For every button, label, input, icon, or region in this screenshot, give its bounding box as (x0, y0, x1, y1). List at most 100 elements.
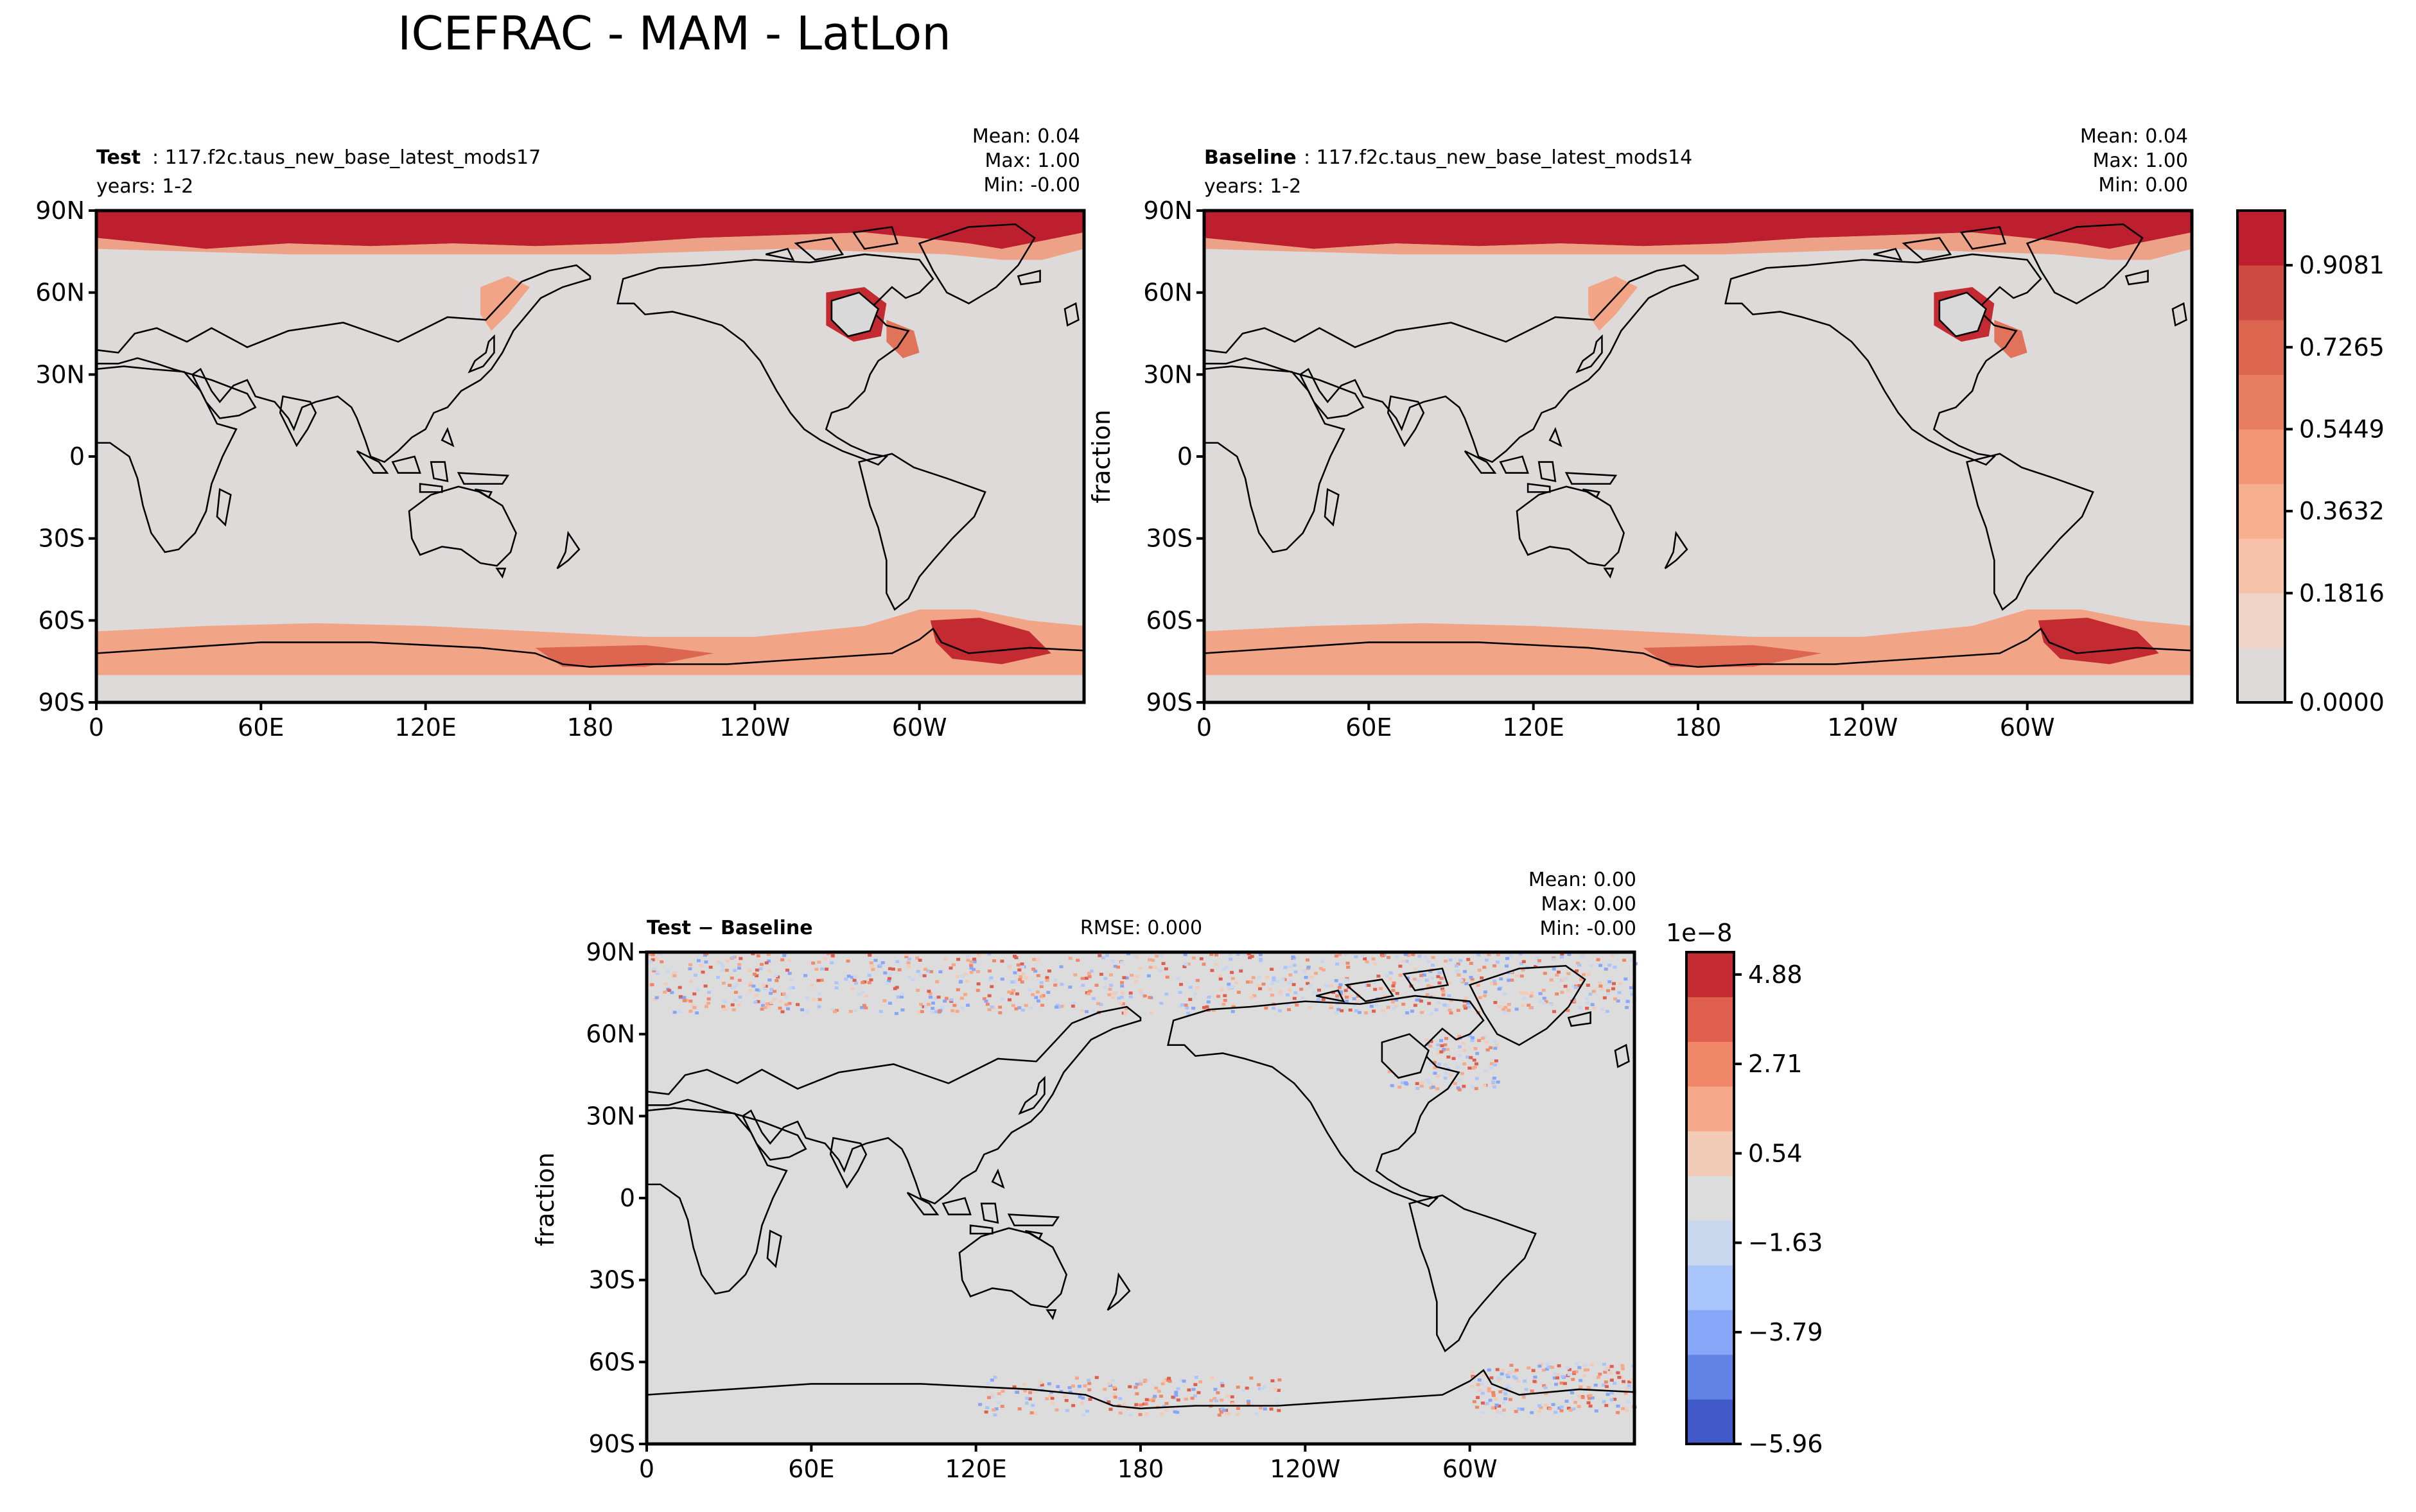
diff-speckle (904, 955, 909, 959)
diff-speckle (1550, 1366, 1555, 1369)
diff-speckle (1234, 981, 1239, 985)
diff-speckle (1040, 1383, 1044, 1387)
diff-speckle (1112, 1386, 1116, 1389)
lon-tick-label: 120E (1502, 713, 1564, 742)
diff-speckle (1176, 1398, 1180, 1402)
diff-speckle (1457, 1078, 1462, 1082)
panel-diff-stat-max: Max: 0.00 (1541, 893, 1636, 916)
diff-speckle (1372, 980, 1376, 984)
colorbar-swatch (2237, 593, 2285, 648)
diff-speckle (1247, 1402, 1251, 1405)
diff-speckle (672, 974, 677, 978)
diff-speckle (703, 984, 708, 988)
diff-speckle (692, 992, 697, 996)
diff-speckle (1401, 1002, 1406, 1006)
arctic-ice-baseline (1204, 211, 2192, 249)
diff-speckle (1374, 1003, 1379, 1007)
diff-speckle (1593, 1384, 1598, 1387)
diff-speckle (654, 957, 659, 960)
diff-speckle (660, 960, 664, 964)
diff-speckle (1011, 989, 1015, 993)
diff-speckle (1015, 992, 1019, 996)
diff-speckle (963, 973, 968, 976)
diff-speckle (1013, 971, 1017, 975)
diff-speckle (1624, 1391, 1628, 1395)
colorbar-diff-frame (1685, 951, 1735, 1445)
diff-speckle (1258, 987, 1263, 991)
diff-speckle (748, 969, 752, 972)
diff-speckle (1186, 1011, 1191, 1015)
diff-speckle (730, 986, 735, 990)
diff-speckle (1449, 998, 1453, 1002)
diff-speckle (1088, 1398, 1092, 1401)
diff-speckle (682, 996, 687, 999)
diff-speckle (918, 973, 923, 977)
diff-speckle (960, 1006, 965, 1010)
ross-ice-baseline (1643, 645, 1822, 667)
diff-speckle (900, 995, 904, 999)
diff-speckle (1501, 1369, 1505, 1372)
diff-speckle (1236, 1412, 1240, 1416)
diff-speckle (1477, 1389, 1482, 1392)
lon-tick-label: 120E (394, 713, 457, 742)
panel-test-label-bold: Test (96, 146, 141, 169)
diff-speckle (1228, 953, 1232, 956)
diff-speckle (1195, 978, 1200, 982)
diff-speckle (1571, 1371, 1576, 1374)
diff-speckle (862, 980, 867, 984)
diff-speckle (1295, 1003, 1299, 1007)
diff-speckle (1183, 953, 1187, 957)
diff-speckle (1130, 973, 1134, 977)
diff-speckle (1616, 999, 1620, 1003)
diff-speckle (1552, 1010, 1557, 1013)
diff-speckle (1497, 1005, 1501, 1009)
diff-speckle (1053, 978, 1058, 982)
diff-speckle (739, 957, 743, 960)
colorbar-tick-label: −3.79 (1748, 1318, 1823, 1346)
diff-speckle (1087, 975, 1092, 978)
diff-speckle (1128, 991, 1133, 995)
diff-speckle (1202, 1005, 1206, 1009)
diff-speckle (1557, 1364, 1561, 1368)
lon-tick-label: 60W (1442, 1455, 1498, 1483)
diff-speckle (1491, 1080, 1496, 1084)
diff-speckle (1589, 964, 1593, 968)
diff-speckle (1514, 1007, 1519, 1011)
diff-speckle (1249, 980, 1254, 984)
diff-speckle (1613, 997, 1617, 1001)
diff-speckle (965, 980, 970, 983)
diff-speckle (1227, 987, 1231, 991)
diff-speckle (1344, 953, 1348, 957)
diff-speckle (1467, 1005, 1471, 1009)
diff-speckle (1292, 964, 1297, 967)
diff-speckle (1250, 995, 1254, 999)
diff-speckle (1223, 998, 1227, 1002)
panel-diff-stat-mean: Mean: 0.00 (1528, 869, 1636, 891)
diff-speckle (1028, 1397, 1032, 1401)
diff-speckle (959, 996, 964, 1000)
diff-speckle (1010, 980, 1015, 984)
diff-speckle (1507, 1371, 1512, 1375)
diff-speckle (1369, 1005, 1374, 1008)
diff-speckle (834, 981, 839, 984)
diff-speckle (1256, 984, 1261, 987)
panel-test-stat-min: Min: -0.00 (984, 174, 1081, 196)
diff-speckle (1537, 1404, 1541, 1407)
diff-speckle (1321, 998, 1326, 1001)
diff-speckle (694, 973, 698, 977)
diff-speckle (819, 978, 824, 982)
diff-speckle (1209, 1399, 1213, 1402)
diff-speckle (1484, 1069, 1488, 1073)
diff-speckle (1250, 955, 1254, 958)
diff-speckle (1050, 1396, 1055, 1400)
diff-speckle (1017, 968, 1022, 972)
diff-speckle (1354, 1009, 1358, 1012)
lat-ticks-diff: 90N 60N 30N 0 30S 60S 90S (586, 938, 647, 1458)
diff-speckle (1199, 957, 1204, 960)
diff-speckle (1605, 1009, 1609, 1013)
diff-speckle (1545, 1368, 1550, 1371)
diff-speckle (1329, 1005, 1333, 1009)
diff-speckle (1334, 979, 1338, 982)
diff-speckle (1288, 973, 1293, 977)
